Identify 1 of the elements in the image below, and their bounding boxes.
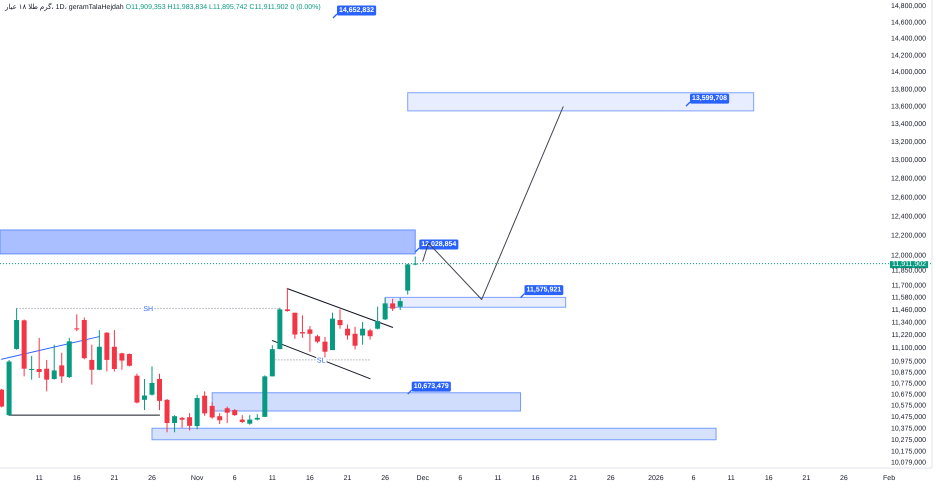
line-series [422, 106, 564, 300]
